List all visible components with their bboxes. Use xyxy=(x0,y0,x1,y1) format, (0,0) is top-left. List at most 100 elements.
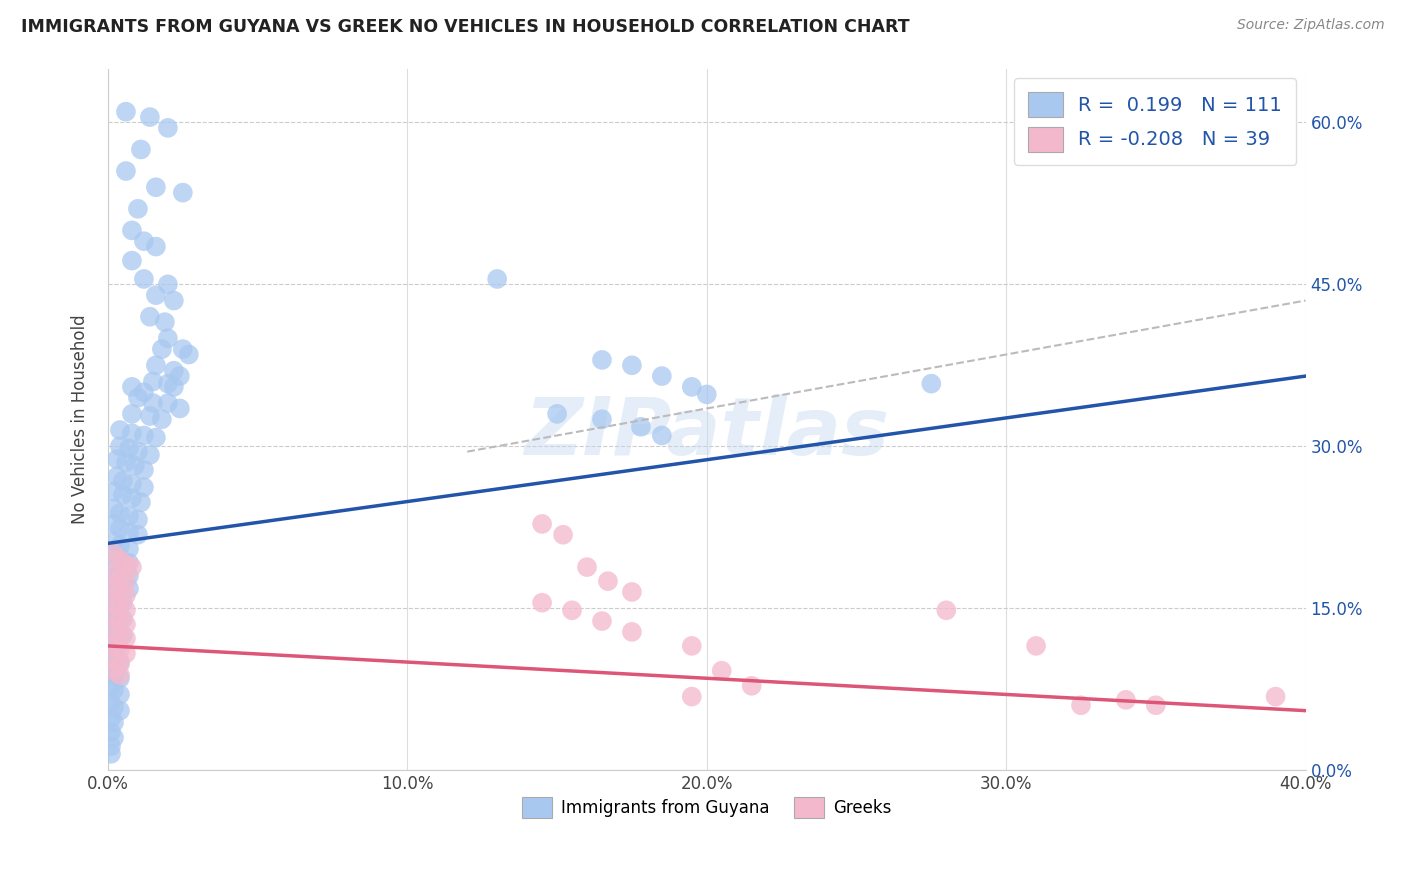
Point xyxy=(132,272,155,286)
Point xyxy=(156,376,179,391)
Point xyxy=(127,391,149,405)
Point xyxy=(115,588,138,602)
Point xyxy=(681,690,703,704)
Y-axis label: No Vehicles in Household: No Vehicles in Household xyxy=(72,315,89,524)
Point xyxy=(1025,639,1047,653)
Point xyxy=(103,596,125,610)
Point xyxy=(108,628,131,642)
Point xyxy=(696,387,718,401)
Point xyxy=(156,331,179,345)
Point xyxy=(108,439,131,453)
Point xyxy=(163,364,186,378)
Point xyxy=(103,664,125,678)
Point xyxy=(103,574,125,589)
Point xyxy=(710,664,733,678)
Point xyxy=(108,585,131,599)
Point xyxy=(127,513,149,527)
Point xyxy=(118,525,141,540)
Point xyxy=(121,253,143,268)
Point xyxy=(121,223,143,237)
Point xyxy=(132,234,155,248)
Point xyxy=(118,582,141,596)
Point xyxy=(169,401,191,416)
Text: ZIPatlas: ZIPatlas xyxy=(524,394,889,472)
Point xyxy=(103,683,125,698)
Point xyxy=(111,488,134,502)
Point xyxy=(100,633,122,648)
Point xyxy=(108,552,131,566)
Point xyxy=(115,617,138,632)
Point xyxy=(177,347,200,361)
Point xyxy=(115,632,138,646)
Point xyxy=(121,380,143,394)
Point xyxy=(741,679,763,693)
Point xyxy=(103,668,125,682)
Point xyxy=(103,534,125,549)
Point xyxy=(591,352,613,367)
Point xyxy=(156,120,179,135)
Point xyxy=(108,688,131,702)
Point xyxy=(169,369,191,384)
Point xyxy=(108,614,131,628)
Point xyxy=(575,560,598,574)
Point xyxy=(108,655,131,669)
Point xyxy=(103,731,125,745)
Point xyxy=(111,596,134,610)
Point xyxy=(111,474,134,488)
Point xyxy=(163,380,186,394)
Point xyxy=(651,428,673,442)
Point xyxy=(172,186,194,200)
Point xyxy=(108,551,131,566)
Point xyxy=(139,110,162,124)
Point xyxy=(103,547,125,561)
Point xyxy=(132,480,155,494)
Point xyxy=(105,469,128,483)
Point xyxy=(108,657,131,672)
Point xyxy=(103,501,125,516)
Point xyxy=(546,407,568,421)
Point xyxy=(651,369,673,384)
Point xyxy=(531,596,554,610)
Point xyxy=(118,509,141,524)
Point xyxy=(103,609,125,624)
Point xyxy=(129,143,152,157)
Point xyxy=(100,739,122,754)
Point xyxy=(100,664,122,678)
Point xyxy=(620,624,643,639)
Point xyxy=(103,715,125,730)
Point xyxy=(108,642,131,657)
Point xyxy=(145,288,167,302)
Point xyxy=(121,426,143,441)
Point xyxy=(121,477,143,491)
Point xyxy=(486,272,509,286)
Point xyxy=(118,568,141,582)
Point xyxy=(115,558,138,572)
Text: Source: ZipAtlas.com: Source: ZipAtlas.com xyxy=(1237,18,1385,32)
Point xyxy=(108,577,131,591)
Point xyxy=(145,359,167,373)
Point xyxy=(115,574,138,589)
Point xyxy=(108,506,131,520)
Point xyxy=(145,239,167,253)
Point xyxy=(108,599,131,613)
Point xyxy=(100,747,122,761)
Point xyxy=(100,725,122,739)
Point xyxy=(139,310,162,324)
Point xyxy=(551,527,574,541)
Point xyxy=(132,428,155,442)
Point xyxy=(108,671,131,685)
Point xyxy=(103,700,125,714)
Point xyxy=(127,444,149,458)
Point xyxy=(920,376,942,391)
Point xyxy=(103,653,125,667)
Point xyxy=(142,375,165,389)
Point xyxy=(100,696,122,710)
Point xyxy=(681,639,703,653)
Point xyxy=(108,521,131,535)
Point xyxy=(172,342,194,356)
Point xyxy=(105,623,128,637)
Point xyxy=(103,484,125,499)
Point xyxy=(591,614,613,628)
Point xyxy=(115,455,138,469)
Point xyxy=(132,463,155,477)
